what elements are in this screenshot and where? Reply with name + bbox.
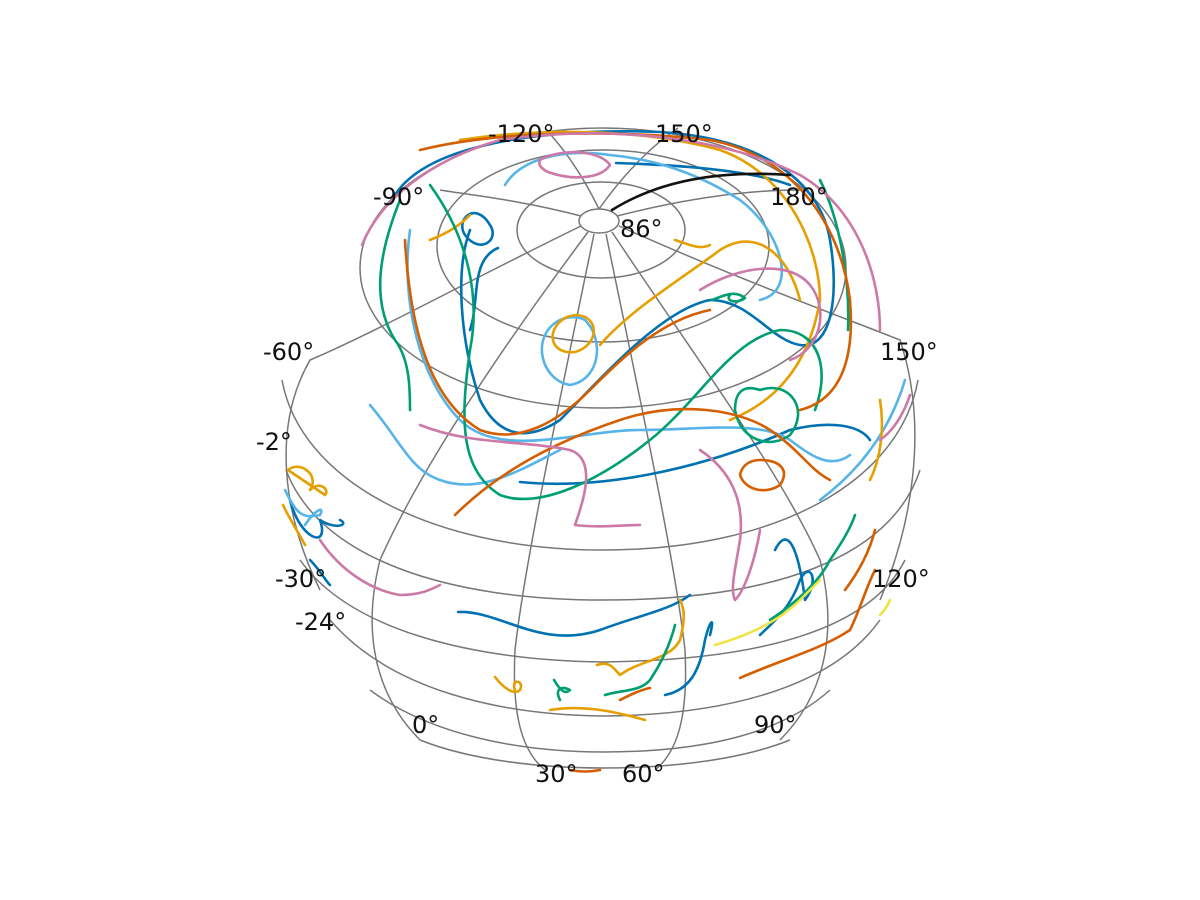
trajectory bbox=[878, 598, 892, 617]
meridian-label: -120° bbox=[488, 120, 554, 148]
trajectory bbox=[428, 183, 823, 501]
trajectory bbox=[493, 675, 523, 694]
trajectory bbox=[548, 706, 647, 722]
trajectory bbox=[461, 211, 500, 332]
meridian-label: 90° bbox=[754, 711, 797, 739]
latitude-arc bbox=[369, 689, 831, 753]
trajectory bbox=[281, 503, 307, 547]
trajectory bbox=[878, 393, 912, 442]
meridian-label: -60° bbox=[263, 338, 314, 366]
graticule-labels: -120° 150° -90° 180° 86° -60° 150° -2° -… bbox=[256, 120, 938, 788]
longitude-gridlines bbox=[285, 127, 916, 771]
latitude-label: 86° bbox=[620, 215, 663, 243]
trajectory bbox=[406, 228, 852, 463]
latitude-arc bbox=[299, 559, 906, 663]
trajectory bbox=[456, 593, 692, 637]
meridian bbox=[605, 233, 687, 771]
trajectory bbox=[458, 130, 822, 422]
latitude-arc bbox=[419, 739, 791, 769]
meridian bbox=[439, 189, 582, 217]
trajectory bbox=[713, 578, 822, 647]
trajectory bbox=[360, 132, 882, 332]
trajectory bbox=[308, 558, 332, 587]
latitude-arc bbox=[281, 379, 919, 551]
trajectory bbox=[286, 465, 328, 497]
trajectory bbox=[868, 398, 884, 482]
meridian-label: 120° bbox=[872, 565, 930, 593]
latitude-arc bbox=[329, 619, 881, 717]
meridian bbox=[285, 225, 582, 591]
trajectory bbox=[733, 386, 800, 444]
trajectory bbox=[283, 488, 323, 527]
meridian bbox=[611, 231, 829, 741]
trajectories bbox=[281, 129, 912, 773]
latitude-label: -24° bbox=[295, 608, 346, 636]
trajectory bbox=[288, 498, 345, 539]
meridian-label: 30° bbox=[535, 760, 578, 788]
trajectory bbox=[698, 448, 762, 602]
trajectory bbox=[540, 315, 599, 387]
meridian-label: 150° bbox=[655, 120, 713, 148]
trajectory bbox=[518, 423, 872, 485]
trajectory bbox=[710, 292, 747, 303]
meridian bbox=[371, 231, 589, 741]
trajectory bbox=[378, 198, 412, 412]
trajectory bbox=[552, 678, 572, 702]
trajectory bbox=[614, 161, 792, 187]
latitude-circle bbox=[516, 181, 686, 279]
trajectory bbox=[843, 528, 877, 592]
trajectory bbox=[698, 267, 822, 362]
meridian-label: -30° bbox=[275, 565, 326, 593]
trajectory bbox=[768, 513, 857, 622]
trajectory bbox=[453, 407, 832, 517]
meridian-label: 180° bbox=[770, 183, 828, 211]
latitude-circle bbox=[578, 208, 620, 234]
trajectory bbox=[758, 538, 814, 637]
trajectory bbox=[618, 686, 652, 702]
latitude-label: -2° bbox=[256, 428, 292, 456]
trajectory bbox=[318, 538, 442, 597]
meridian bbox=[616, 189, 801, 217]
meridian bbox=[513, 233, 595, 771]
trajectory bbox=[598, 240, 802, 347]
latitude-arc bbox=[285, 469, 921, 601]
trajectory bbox=[368, 403, 562, 486]
trajectory bbox=[418, 423, 642, 528]
latitude-gridlines bbox=[281, 127, 921, 769]
trajectory bbox=[610, 172, 792, 212]
trajectory bbox=[551, 313, 595, 354]
meridian bbox=[618, 225, 916, 601]
meridian-label: 60° bbox=[622, 760, 665, 788]
trajectory bbox=[818, 378, 907, 502]
trajectory bbox=[603, 623, 677, 697]
trajectory bbox=[738, 568, 877, 680]
trajectory bbox=[393, 129, 836, 435]
meridian-label: -90° bbox=[373, 183, 424, 211]
trajectory bbox=[537, 150, 612, 179]
trajectory bbox=[595, 598, 686, 677]
latitude-circle bbox=[436, 149, 770, 343]
meridian-label: 0° bbox=[412, 711, 439, 739]
trajectory bbox=[568, 768, 602, 773]
trajectory bbox=[403, 238, 712, 436]
trajectory bbox=[738, 458, 786, 492]
trajectory bbox=[663, 621, 714, 697]
meridian-label: 150° bbox=[880, 338, 938, 366]
